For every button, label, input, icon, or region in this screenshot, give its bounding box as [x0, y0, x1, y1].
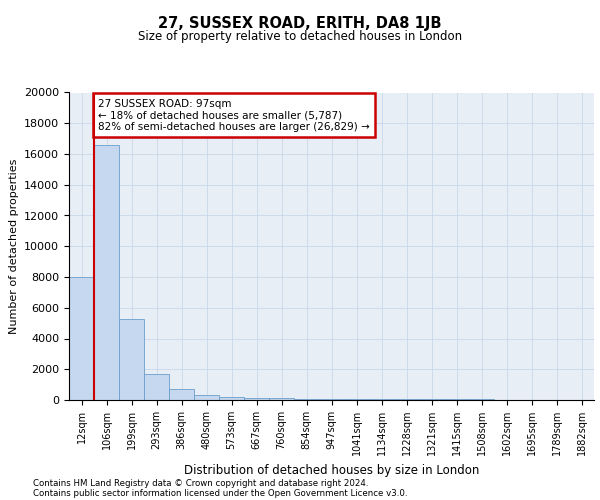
Bar	[344, 399, 369, 400]
X-axis label: Distribution of detached houses by size in London: Distribution of detached houses by size …	[184, 464, 479, 476]
Text: Contains HM Land Registry data © Crown copyright and database right 2024.: Contains HM Land Registry data © Crown c…	[33, 478, 368, 488]
Text: Contains public sector information licensed under the Open Government Licence v3: Contains public sector information licen…	[33, 488, 407, 498]
Bar	[144, 374, 169, 400]
Text: 27, SUSSEX ROAD, ERITH, DA8 1JB: 27, SUSSEX ROAD, ERITH, DA8 1JB	[158, 16, 442, 31]
Bar	[119, 320, 144, 400]
Bar	[319, 399, 344, 400]
Bar	[194, 394, 219, 400]
Bar	[394, 399, 419, 400]
Bar	[369, 399, 394, 400]
Bar	[169, 389, 194, 400]
Bar	[94, 145, 119, 400]
Y-axis label: Number of detached properties: Number of detached properties	[8, 158, 19, 334]
Text: Size of property relative to detached houses in London: Size of property relative to detached ho…	[138, 30, 462, 43]
Bar	[244, 398, 269, 400]
Bar	[269, 398, 294, 400]
Bar	[219, 397, 244, 400]
Bar	[294, 399, 319, 400]
Text: 27 SUSSEX ROAD: 97sqm
← 18% of detached houses are smaller (5,787)
82% of semi-d: 27 SUSSEX ROAD: 97sqm ← 18% of detached …	[98, 98, 370, 132]
Bar	[69, 277, 94, 400]
